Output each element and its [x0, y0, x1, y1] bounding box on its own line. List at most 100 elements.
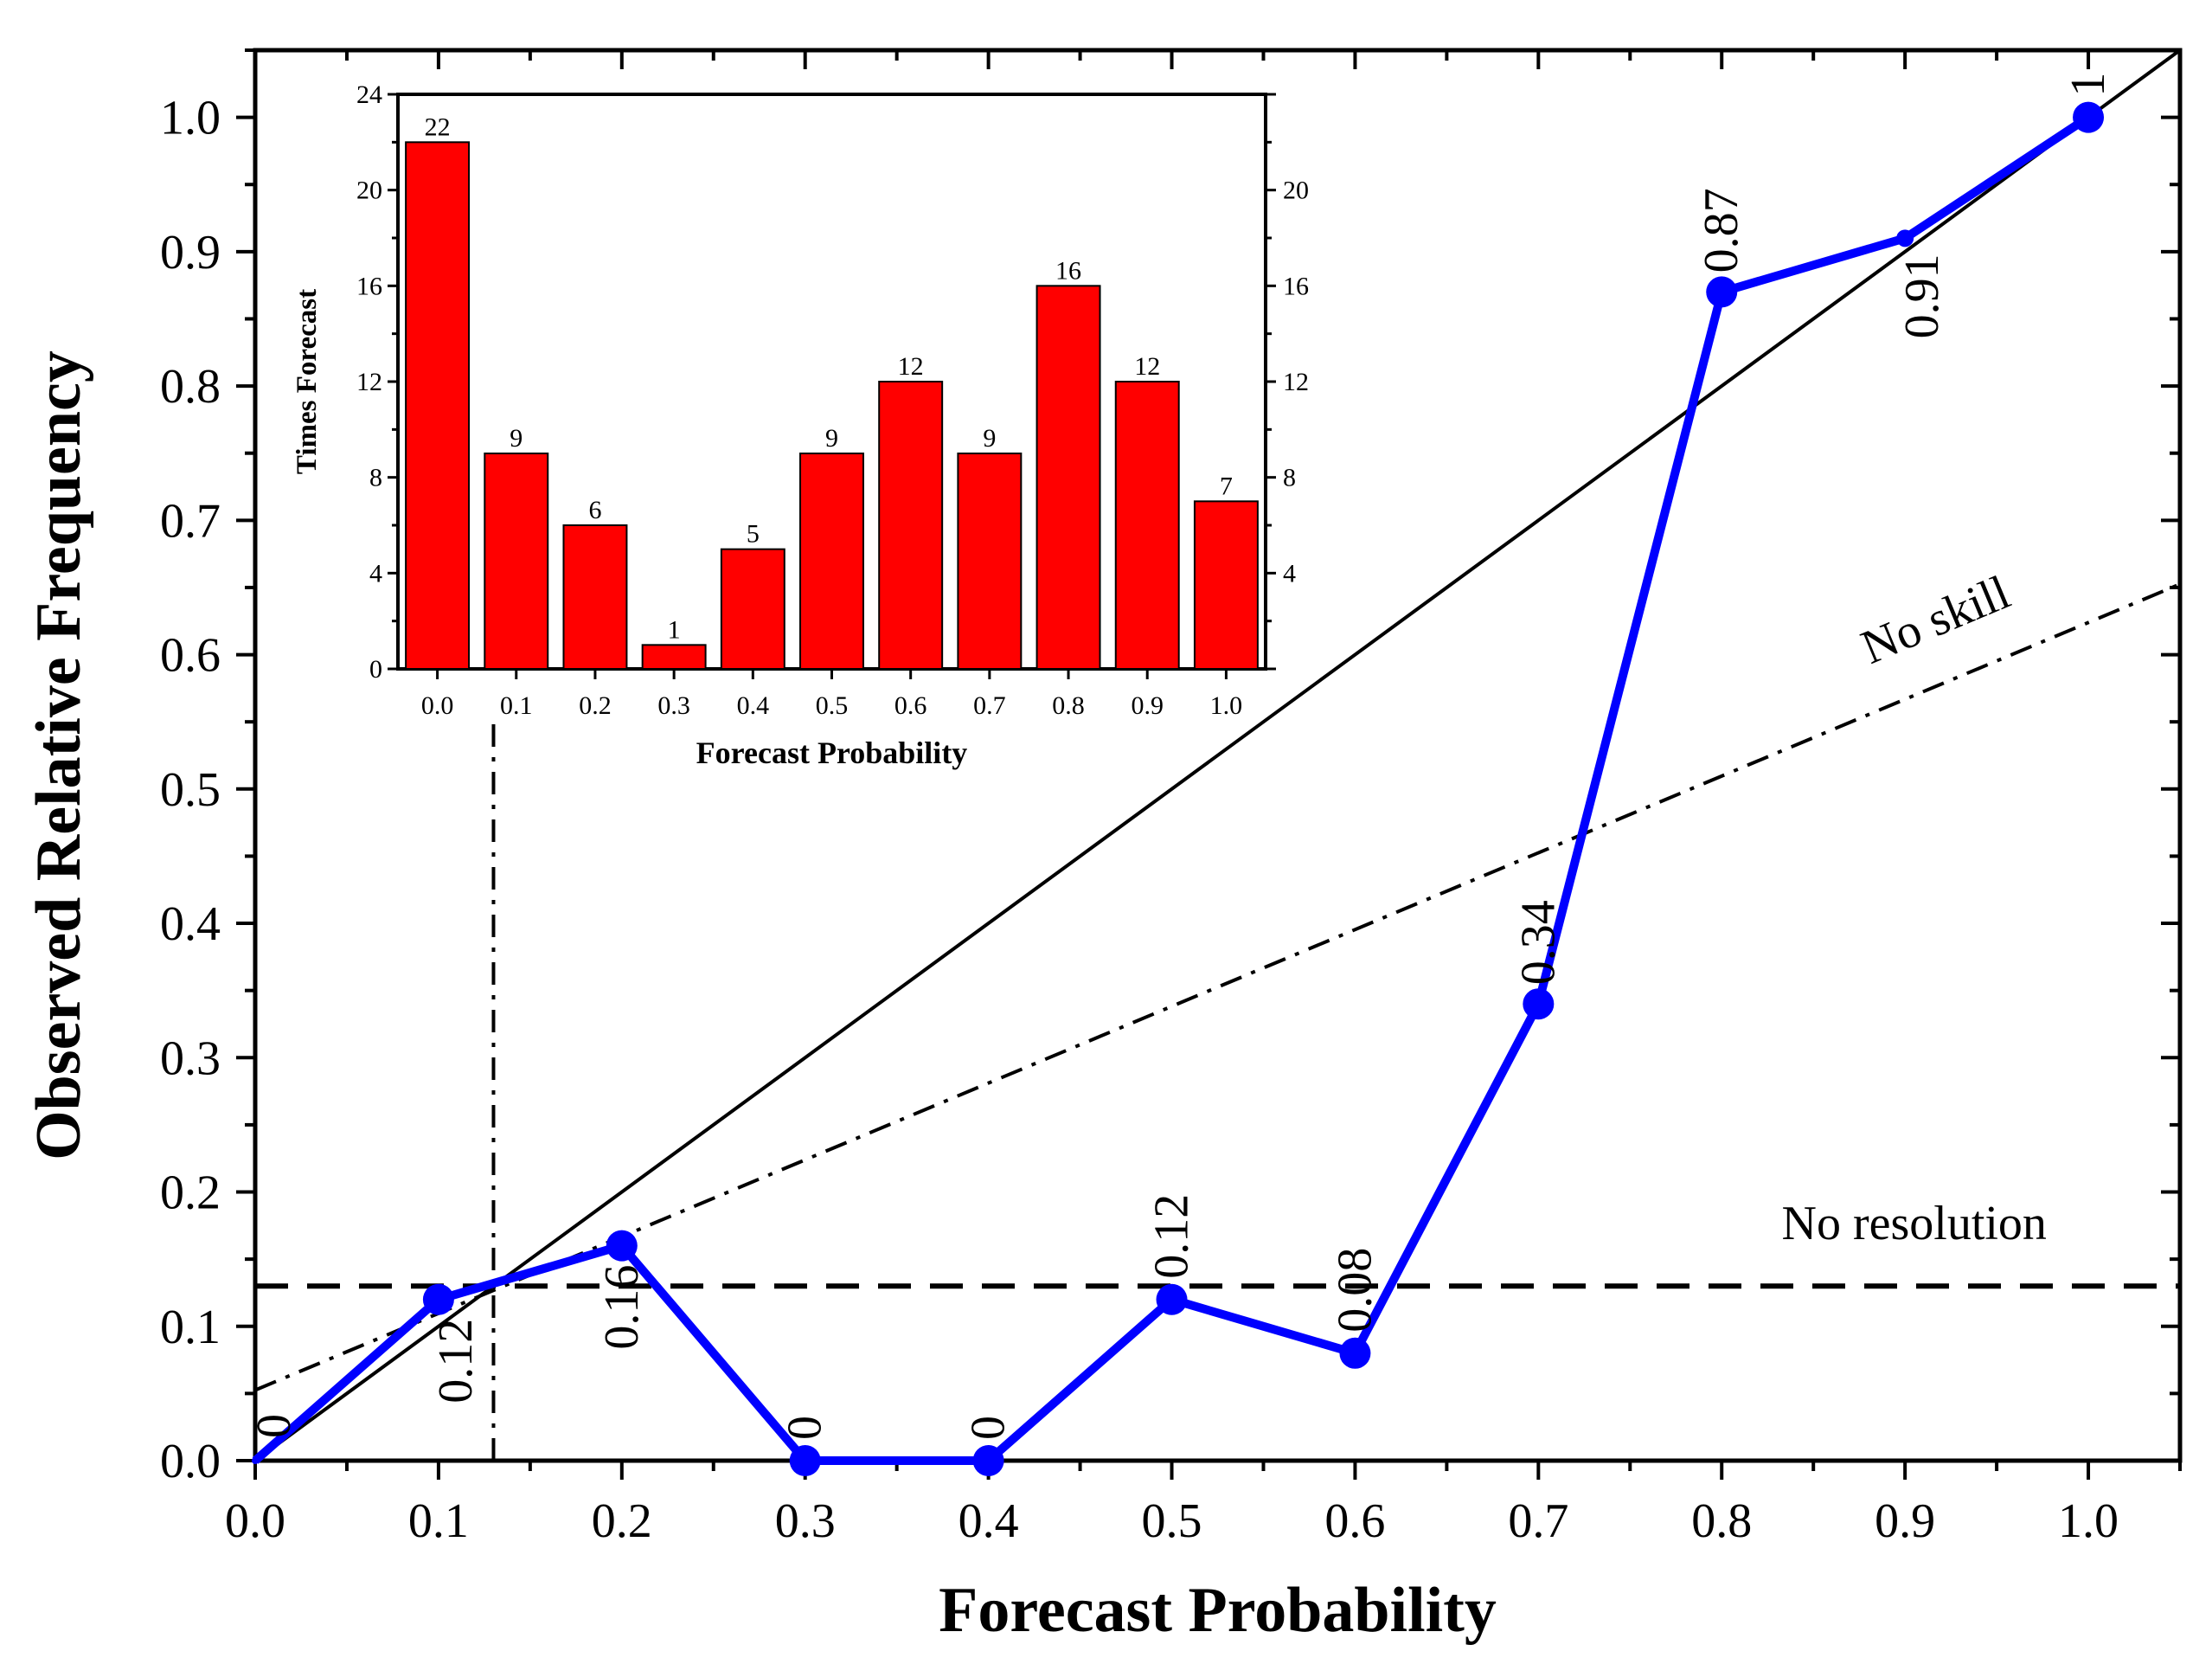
inset-x-tick-label: 0.1 [500, 691, 533, 720]
reliability-point [972, 1445, 1004, 1476]
inset-x-tick-label: 0.7 [973, 691, 1006, 720]
inset-y-tick-label-right: 4 [1283, 559, 1296, 588]
y-tick-label: 0.9 [160, 226, 221, 279]
histogram-bar-label: 6 [588, 496, 601, 524]
x-tick-label: 0.5 [1142, 1494, 1202, 1548]
main-plot-frame [253, 48, 2183, 1463]
histogram-bar [1193, 500, 1259, 670]
x-tick-label: 0.4 [959, 1494, 1019, 1548]
inset-x-tick-label: 0.8 [1052, 691, 1085, 720]
reliability-point-label: 0.12 [429, 1319, 483, 1404]
reliability-point-label: 0.12 [1145, 1194, 1199, 1279]
inset-x-tick-label: 0.5 [816, 691, 849, 720]
reliability-point-label: 0.08 [1328, 1248, 1382, 1333]
inset-x-tick-label: 0.3 [657, 691, 690, 720]
inset-y-tick-label: 24 [356, 80, 382, 109]
y-tick-label: 0.7 [160, 494, 221, 548]
histogram-bar [720, 548, 785, 671]
inset-y-tick-label: 8 [369, 464, 382, 492]
x-tick-label: 0.7 [1508, 1494, 1568, 1548]
inset-x-tick-label: 1.0 [1210, 691, 1243, 720]
reliability-point [606, 1230, 638, 1262]
inset-y-tick-label: 20 [356, 177, 382, 205]
reliability-point [1156, 1283, 1188, 1315]
inset-y-tick-label: 0 [369, 655, 382, 684]
x-tick-label: 0.1 [408, 1494, 469, 1548]
no-skill-label: No skill [1854, 566, 2017, 675]
reliability-point [422, 1283, 454, 1315]
reliability-point-label: 0 [962, 1416, 1016, 1440]
y-axis-label: Observed Relative Frequency [23, 350, 94, 1160]
reliability-point [1523, 988, 1555, 1020]
reliability-point [789, 1445, 821, 1476]
y-tick-label: 0.2 [160, 1166, 221, 1220]
histogram-bar [878, 381, 944, 670]
reliability-point-label: 0.34 [1511, 900, 1565, 985]
histogram-bar-label: 5 [747, 520, 760, 549]
reliability-point-label: 1 [2061, 73, 2115, 97]
histogram-bar-label: 9 [983, 424, 996, 453]
x-tick-label: 0.3 [775, 1494, 836, 1548]
histogram-bar [957, 453, 1023, 670]
x-axis-label: Forecast Probability [939, 1575, 1497, 1646]
histogram-bar [641, 644, 707, 670]
x-tick-label: 0.2 [592, 1494, 652, 1548]
histogram-bar [1035, 285, 1101, 670]
y-tick-label: 0.3 [160, 1031, 221, 1085]
reliability-point [2073, 101, 2105, 133]
reliability-point-label: 0.91 [1895, 254, 1949, 338]
reliability-point [252, 1457, 259, 1464]
histogram-bar [562, 524, 628, 670]
reliability-point [1896, 229, 1914, 247]
inset-y-tick-label-right: 20 [1283, 177, 1309, 205]
y-tick-label: 0.4 [160, 897, 221, 951]
histogram-bar-label: 9 [825, 424, 838, 453]
reliability-point-label: 0.87 [1695, 188, 1748, 273]
y-tick-label: 0.6 [160, 629, 221, 683]
inset-y-tick-label: 16 [356, 272, 382, 300]
histogram-bar [405, 141, 471, 671]
inset-y-tick-label-right: 8 [1283, 464, 1296, 492]
inset-y-axis-label: Times Forecast [292, 289, 323, 474]
x-tick-label: 0.0 [225, 1494, 285, 1548]
inset-x-tick-label: 0.2 [579, 691, 612, 720]
inset-x-tick-label: 0.0 [421, 691, 454, 720]
inset-y-tick-label-right: 12 [1283, 368, 1309, 396]
x-tick-label: 1.0 [2058, 1494, 2119, 1548]
histogram-bar [1114, 381, 1180, 670]
y-tick-label: 0.0 [160, 1435, 221, 1488]
inset-x-tick-label: 0.6 [894, 691, 927, 720]
reliability-point [1706, 276, 1738, 308]
reliability-point-label: 0 [247, 1414, 301, 1438]
inset-x-tick-label: 0.4 [737, 691, 770, 720]
histogram-bar-label: 12 [898, 352, 924, 381]
histogram-bar-label: 9 [510, 424, 523, 453]
inset-x-tick-label: 0.9 [1131, 691, 1164, 720]
inset-y-tick-label-right: 16 [1283, 272, 1309, 300]
histogram-bar-label: 1 [668, 615, 681, 644]
histogram-bar-label: 7 [1220, 472, 1233, 500]
perfect-reliability-line [253, 48, 2182, 1462]
y-tick-label: 0.5 [160, 763, 221, 817]
x-tick-label: 0.9 [1875, 1494, 1935, 1548]
histogram-bar [799, 453, 864, 670]
inset-y-tick-label: 4 [369, 559, 382, 588]
inset-y-tick-label: 12 [356, 368, 382, 396]
histogram-bar-label: 22 [425, 112, 451, 141]
reliability-point-label: 0.16 [595, 1265, 649, 1350]
inset-histogram: 22 0.0 9 0.1 6 0.2 1 0.3 5 0.4 9 0.5 12 0.6 9 0.7 16 0.8 1… [292, 80, 1309, 770]
histogram-bar-label: 12 [1134, 352, 1160, 381]
x-tick-label: 0.8 [1691, 1494, 1752, 1548]
x-tick-label: 0.6 [1324, 1494, 1385, 1548]
reliability-point [1339, 1337, 1371, 1369]
main-plot: 0.0 0.1 0.2 0.3 0.4 0.5 0.6 0.7 0.8 0.9 1.0 0.0 0.1 0… [23, 48, 2183, 1646]
y-tick-label: 0.1 [160, 1301, 221, 1354]
histogram-bar [484, 453, 549, 670]
y-tick-label: 1.0 [160, 92, 221, 145]
no-resolution-label: No resolution [1782, 1197, 2047, 1250]
inset-x-axis-label: Forecast Probability [696, 736, 968, 770]
reliability-point-label: 0 [779, 1416, 832, 1440]
histogram-bar-label: 16 [1055, 256, 1081, 285]
y-tick-label: 0.8 [160, 360, 221, 414]
